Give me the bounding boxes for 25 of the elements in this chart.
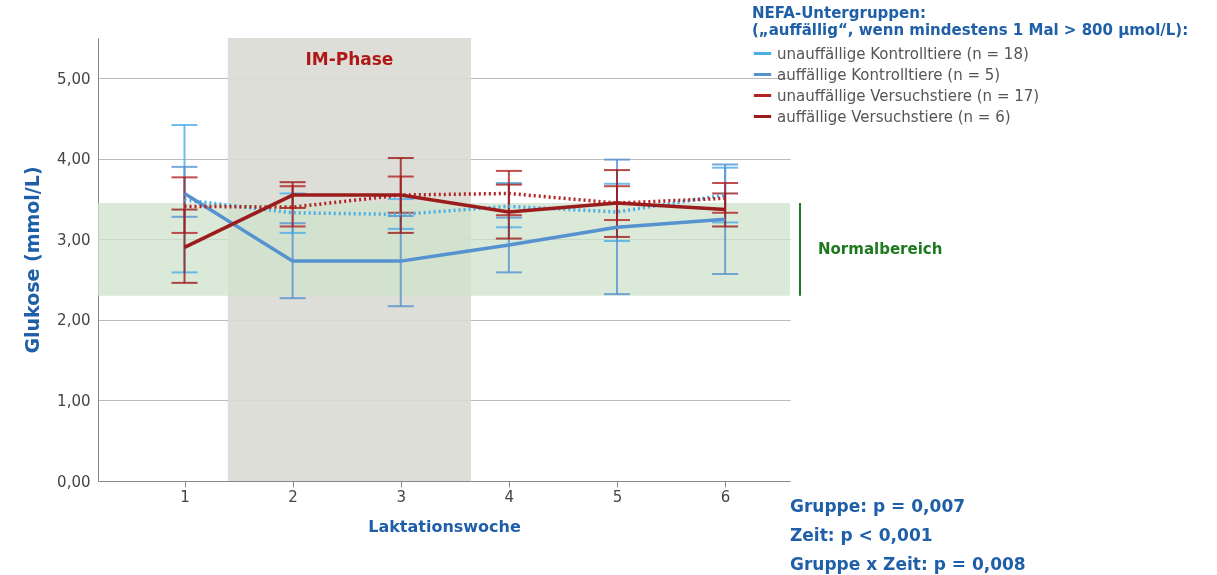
legend-label: unauffällige Kontrolltiere (n = 18) [777, 44, 1029, 63]
text: NEFA-Untergruppen: [752, 4, 926, 22]
y-tick-label: 4,00 [57, 150, 91, 169]
x-tick-label: 5 [612, 487, 623, 506]
x-tick-label: 3 [396, 487, 407, 506]
y-tick-label: 5,00 [57, 69, 91, 88]
x-tick-label: 2 [288, 487, 298, 506]
y-tick-label: 1,00 [57, 391, 91, 410]
text: Gruppe: p = 0,007 [790, 496, 966, 516]
text: („auffällig“, wenn mindestens 1 Mal > 800 µmol/L): [752, 21, 1189, 39]
band-label: Normalbereich [818, 240, 943, 259]
text: Gruppe x Zeit: p = 0,008 [790, 554, 1026, 574]
y-tick-label: 0,00 [57, 472, 91, 491]
x-tick-label: 1 [180, 487, 190, 506]
legend-label: auffällige Kontrolltiere (n = 5) [777, 65, 1001, 84]
x-tick-label: 4 [504, 487, 515, 506]
y-tick-label: 2,00 [57, 311, 91, 330]
x-axis-title: Laktationswoche [368, 516, 521, 536]
band-label: IM-Phase [305, 49, 394, 69]
legend-label: auffällige Versuchstiere (n = 6) [777, 107, 1011, 126]
y-tick-label: 3,00 [57, 230, 91, 249]
text: Zeit: p < 0,001 [790, 525, 933, 545]
x-tick-label: 6 [720, 487, 731, 506]
y-axis-title: Glukose (mmol/L) [21, 166, 44, 354]
legend-label: unauffällige Versuchstiere (n = 17) [777, 86, 1040, 105]
